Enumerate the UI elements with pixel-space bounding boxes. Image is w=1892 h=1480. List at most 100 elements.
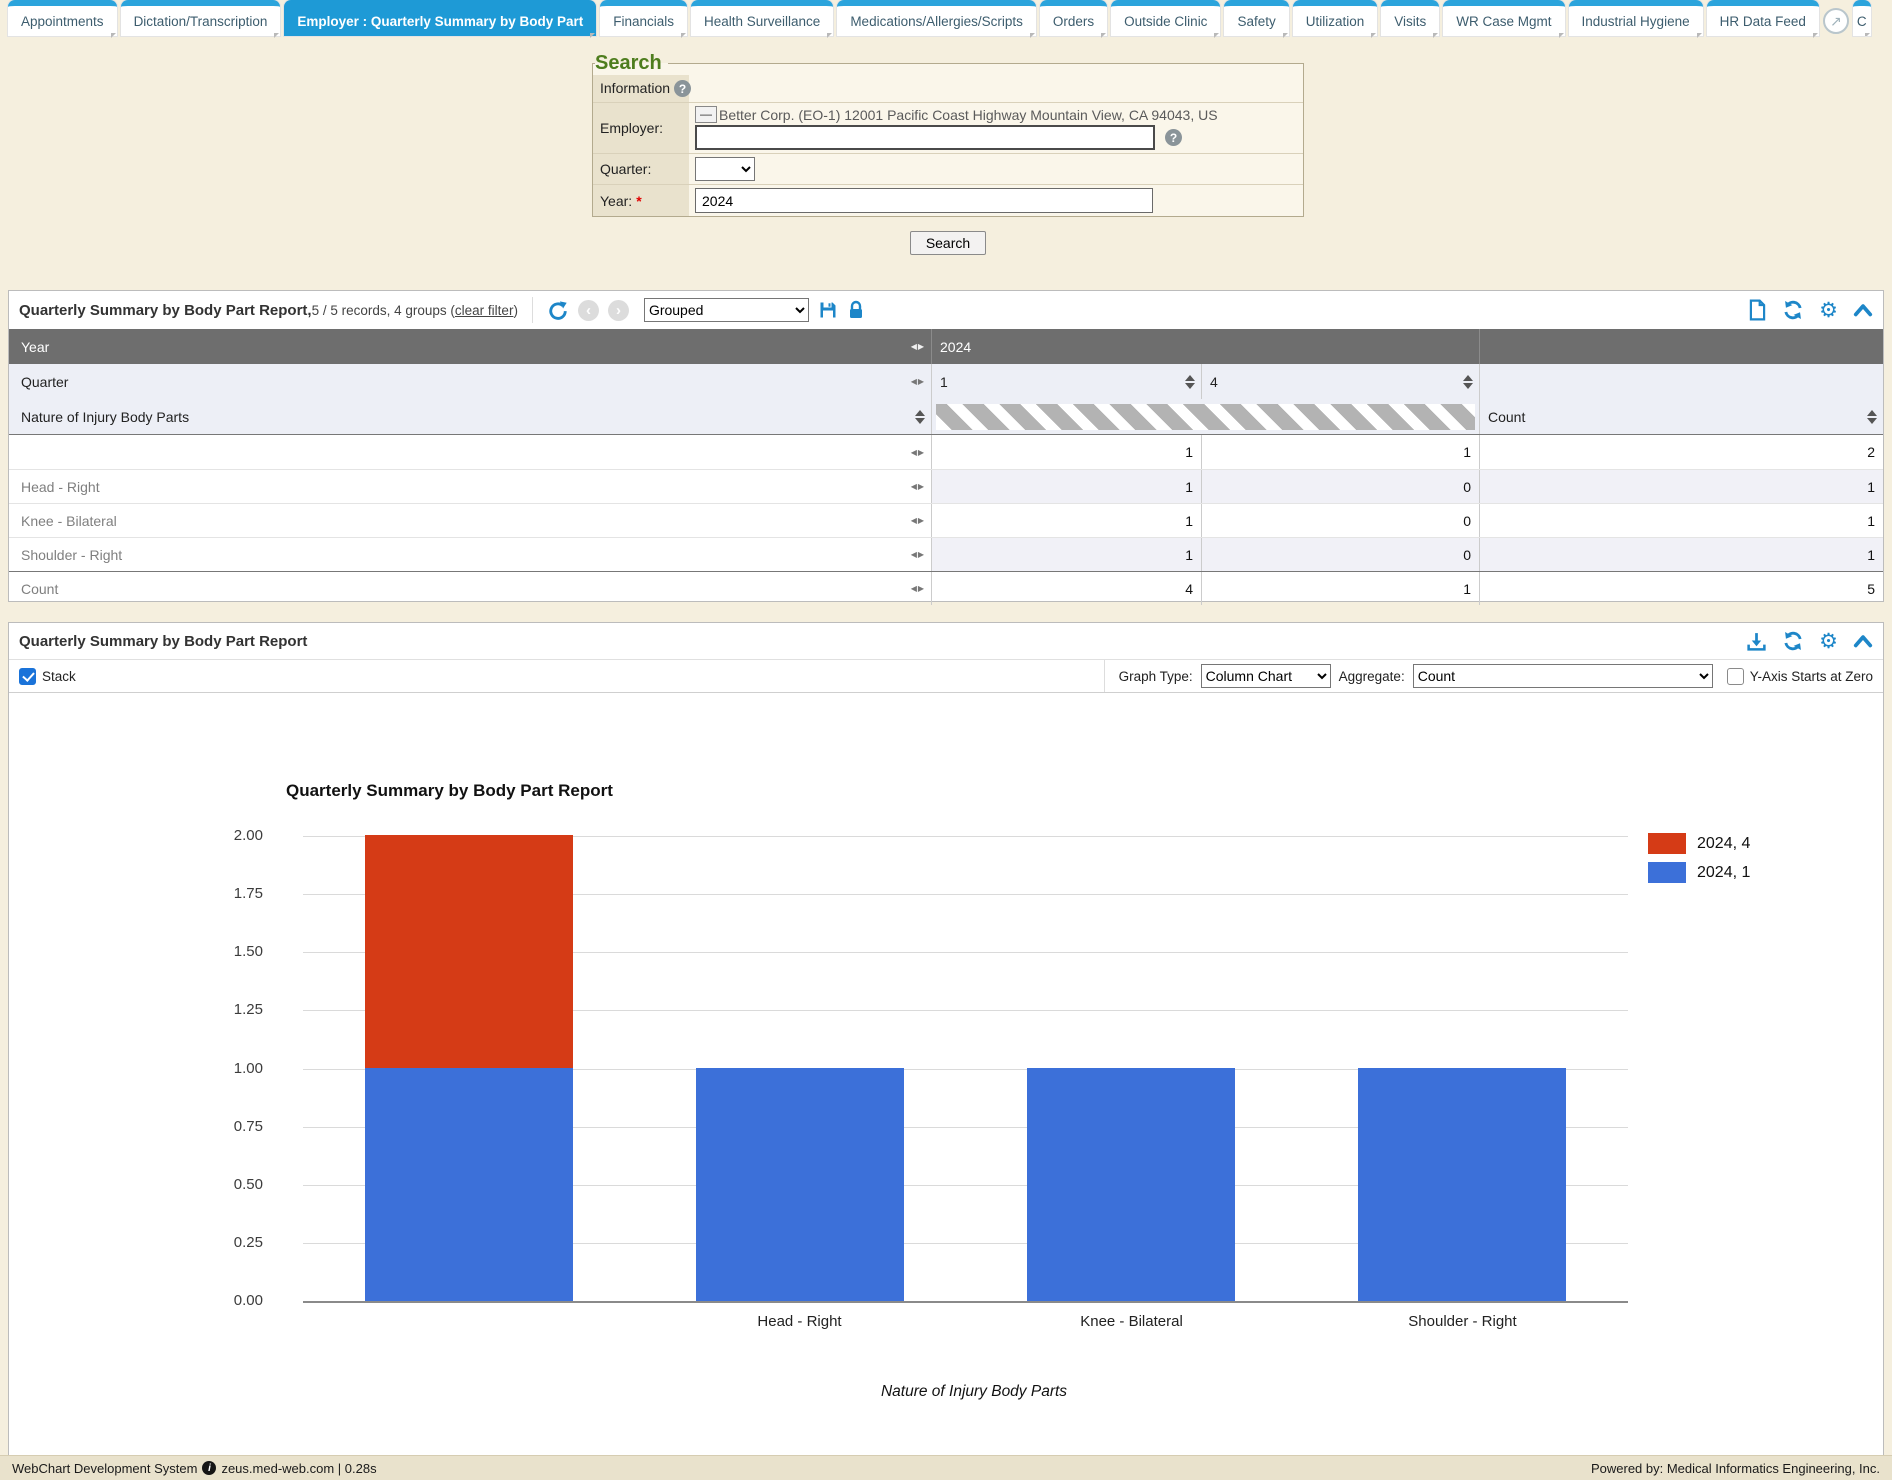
collapse-panel-icon[interactable] [1853, 633, 1873, 649]
stack-checkbox[interactable] [19, 667, 36, 685]
refresh-icon[interactable] [1782, 299, 1804, 321]
collapse-panel-icon[interactable] [1853, 302, 1873, 318]
search-button[interactable]: Search [909, 231, 987, 255]
sort-icon[interactable] [915, 409, 925, 424]
table-row: ◀▶ 1 1 2 [9, 435, 1883, 469]
aggregate-label: Aggregate: [1338, 668, 1405, 684]
table-data-rows: ◀▶ 1 1 2 Head - Right ◀▶ 1 0 1 Knee - Bil… [9, 434, 1883, 605]
next-page-icon[interactable]: › [607, 299, 629, 321]
settings-gear-icon[interactable]: ⚙ [1819, 298, 1838, 322]
x-axis-line [303, 1301, 1628, 1303]
gridline [303, 894, 1628, 895]
table-row-total: Count ◀▶ 4 1 5 [9, 571, 1883, 605]
table-title: Quarterly Summary by Body Part Report, [19, 301, 312, 319]
gridline [303, 952, 1628, 953]
move-columns-icon[interactable]: ◀▶ [910, 447, 925, 457]
prev-page-icon[interactable]: ‹ [577, 299, 599, 321]
tab-orders[interactable]: Orders [1039, 0, 1108, 38]
bar-segment [365, 835, 573, 1068]
y-tick-label: 2.00 [233, 827, 263, 844]
table-row-nature-header: Nature of Injury Body Parts Count [9, 399, 1883, 434]
footer-powered-by: Powered by: Medical Informatics Engineer… [1590, 1460, 1880, 1476]
move-columns-icon[interactable]: ◀▶ [910, 482, 925, 491]
x-category-label: Knee - Bilateral [1080, 1313, 1183, 1330]
refresh-icon[interactable] [1782, 630, 1804, 652]
footer-system-name: WebChart Development System [12, 1460, 198, 1476]
external-link-icon[interactable]: ↗ [1822, 8, 1849, 34]
table-record-count: 5 / 5 records, 4 groups (clear filter) [311, 302, 518, 318]
year-row-value: 2024 [931, 329, 1479, 364]
document-icon[interactable] [1748, 299, 1767, 321]
graph-type-select[interactable]: Column Chart [1200, 664, 1331, 688]
tab-outside-clinic[interactable]: Outside Clinic [1111, 0, 1221, 38]
year-label-cell: Year: * [593, 185, 689, 216]
y-tick-label: 0.75 [233, 1117, 263, 1135]
legend-swatch [1648, 862, 1686, 883]
legend-item: 2024, 1 [1648, 862, 1750, 883]
information-help-icon[interactable]: ? [674, 80, 692, 97]
employer-collapse-button[interactable]: — [695, 106, 717, 123]
chart-panel-title: Quarterly Summary by Body Part Report [19, 632, 308, 650]
move-columns-icon[interactable]: ◀▶ [910, 516, 925, 525]
information-value-cell [689, 75, 1303, 102]
tab-employer-quarterly-summary[interactable]: Employer : Quarterly Summary by Body Par… [284, 0, 597, 38]
sort-icon[interactable] [1185, 374, 1195, 389]
tab-utilization[interactable]: Utilization [1292, 0, 1378, 38]
tab-medications-allergies-scripts[interactable]: Medications/Allergies/Scripts [837, 0, 1036, 38]
y-tick-label: 0.00 [233, 1292, 263, 1309]
required-asterisk: * [636, 192, 642, 209]
chart-legend: 2024, 4 2024, 1 [1648, 833, 1750, 883]
quarter-col-4: 4 [1201, 364, 1479, 399]
tab-safety[interactable]: Safety [1224, 0, 1289, 38]
tab-visits[interactable]: Visits [1381, 0, 1440, 38]
employer-help-icon[interactable]: ? [1165, 129, 1182, 146]
settings-gear-icon[interactable]: ⚙ [1819, 629, 1838, 653]
tab-appointments[interactable]: Appointments [8, 0, 117, 38]
year-row: Year: * [593, 185, 1303, 216]
move-columns-icon[interactable]: ◀▶ [910, 584, 925, 593]
gridline [303, 1243, 1628, 1244]
tab-financials[interactable]: Financials [600, 0, 687, 38]
employer-search-input[interactable] [695, 125, 1155, 150]
tab-partial-clipped[interactable]: C [1852, 0, 1871, 36]
quarter-select[interactable] [695, 157, 755, 181]
legend-item: 2024, 4 [1648, 833, 1750, 854]
gridline [303, 1185, 1628, 1186]
footer-host: zeus.med-web.com | 0.28s [221, 1460, 377, 1476]
download-icon[interactable] [1746, 631, 1767, 652]
info-icon[interactable]: i [202, 1461, 217, 1475]
undo-icon[interactable] [547, 299, 569, 321]
table-row: Shoulder - Right ◀▶ 1 0 1 [9, 537, 1883, 571]
table-toolbar: Quarterly Summary by Body Part Report, 5… [9, 291, 1883, 329]
year-input[interactable] [695, 188, 1153, 213]
x-category-label: Shoulder - Right [1408, 1313, 1517, 1330]
tab-hr-data-feed[interactable]: HR Data Feed [1706, 0, 1819, 38]
sort-icon[interactable] [1867, 409, 1877, 424]
search-legend: Search [595, 52, 662, 74]
clear-filter-link[interactable]: clear filter [454, 302, 514, 318]
move-columns-icon[interactable]: ◀▶ [910, 550, 925, 559]
y-tick-label: 1.25 [233, 1001, 263, 1019]
information-label-cell: Information ? [593, 75, 692, 102]
yaxis-zero-label: Y-Axis Starts at Zero [1749, 668, 1873, 684]
nature-header-label: Nature of Injury Body Parts [9, 399, 931, 434]
tab-industrial-hygiene[interactable]: Industrial Hygiene [1568, 0, 1703, 38]
quarter-label: Quarter: [593, 154, 689, 184]
tab-wr-case-mgmt[interactable]: WR Case Mgmt [1443, 0, 1565, 38]
bar-segment [365, 1068, 573, 1301]
sort-icon[interactable] [1463, 374, 1473, 389]
aggregate-select[interactable]: Count [1412, 664, 1713, 688]
bar-segment [1358, 1068, 1566, 1301]
save-icon[interactable] [818, 300, 838, 320]
yaxis-zero-checkbox[interactable] [1726, 667, 1744, 685]
gridline [303, 836, 1628, 837]
tab-health-surveillance[interactable]: Health Surveillance [691, 0, 834, 38]
tab-dictation-transcription[interactable]: Dictation/Transcription [120, 0, 281, 38]
x-category-label: Head - Right [757, 1313, 842, 1330]
bar-segment [1027, 1068, 1235, 1301]
grouped-select[interactable]: Grouped [643, 298, 809, 322]
lock-icon[interactable] [847, 300, 865, 320]
move-columns-icon[interactable]: ◀▶ [910, 377, 925, 386]
move-columns-icon[interactable]: ◀▶ [910, 342, 925, 351]
